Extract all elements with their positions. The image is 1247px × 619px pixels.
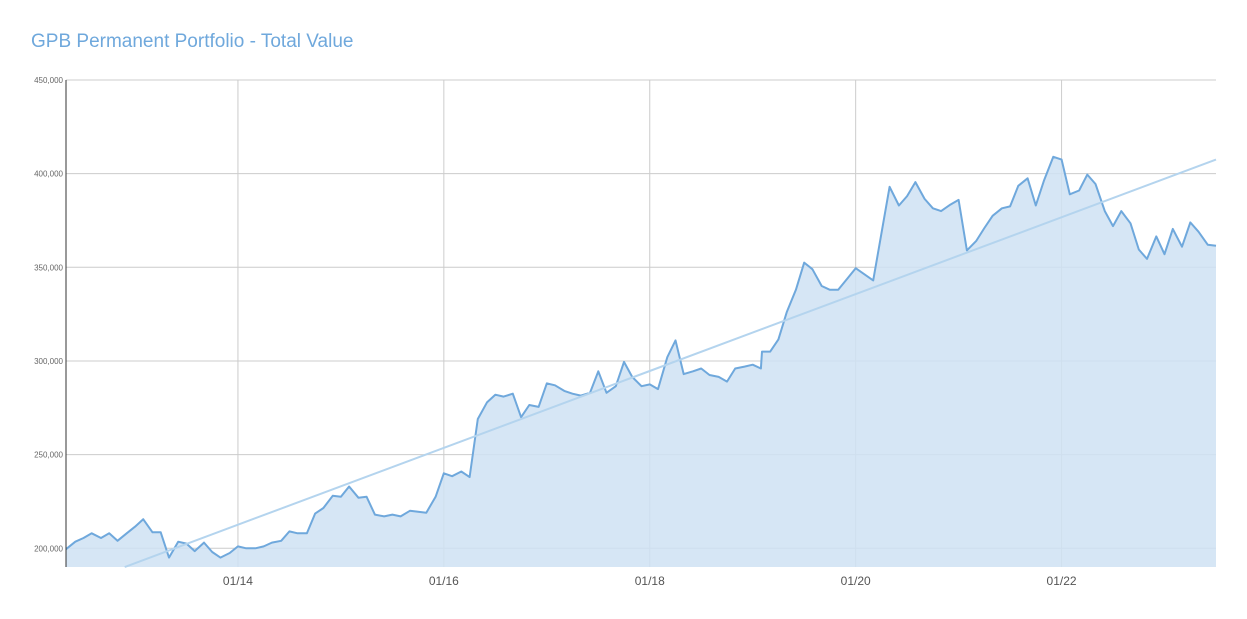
x-tick-label: 01/18 — [635, 574, 665, 588]
x-axis-ticks: 01/14 01/16 01/18 01/20 01/22 — [223, 574, 1077, 588]
series-area — [65, 155, 1217, 568]
x-tick-label: 01/22 — [1047, 574, 1077, 588]
y-tick-label: 200,000 — [34, 544, 63, 553]
y-tick-label: 300,000 — [34, 357, 63, 366]
y-tick-label: 450,000 — [34, 76, 63, 85]
trendline-line — [124, 158, 1217, 568]
trendline — [124, 158, 1217, 568]
chart-title: GPB Permanent Portfolio - Total Value — [31, 31, 354, 52]
y-tick-label: 350,000 — [34, 263, 63, 272]
series-line — [65, 155, 1217, 559]
series-area-fill — [66, 156, 1216, 568]
x-tick-label: 01/20 — [841, 574, 871, 588]
y-axis-ticks: 200,000 250,000 300,000 350,000 400,000 450,0… — [34, 76, 63, 553]
x-tick-label: 01/14 — [223, 574, 253, 588]
y-tick-label: 400,000 — [34, 170, 63, 179]
y-tick-label: 250,000 — [34, 451, 63, 460]
x-tick-label: 01/16 — [429, 574, 459, 588]
